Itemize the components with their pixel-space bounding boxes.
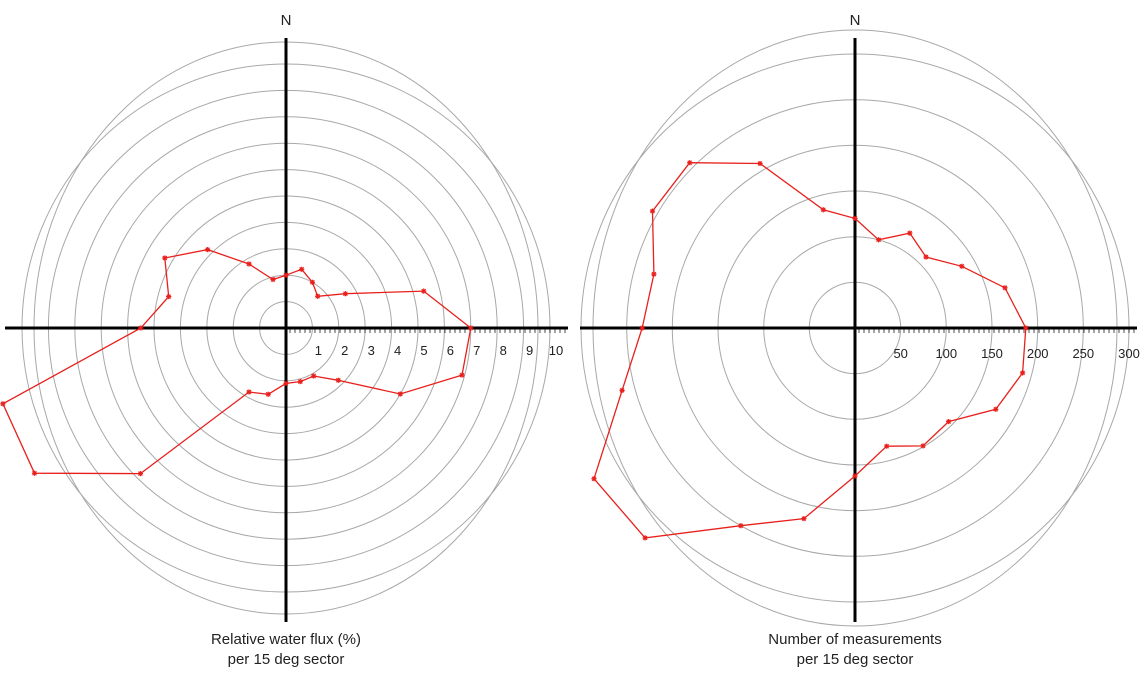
flux-tick-label-9: 9 bbox=[526, 343, 533, 358]
count-data-point-15 bbox=[875, 237, 882, 243]
count-data-point-240 bbox=[591, 476, 597, 482]
flux-data-point-120 bbox=[397, 391, 403, 397]
flux-tick-label-6: 6 bbox=[447, 343, 454, 358]
count-north-label: N bbox=[850, 12, 861, 29]
flux-data-point-330 bbox=[246, 261, 252, 267]
count-data-point-255 bbox=[619, 387, 625, 393]
flux-tick-label-1: 1 bbox=[315, 343, 322, 358]
water-flux-polar-plot: N 1 2 3 4 5 6 7 8 9 10 bbox=[0, 12, 568, 622]
count-data-point-195 bbox=[801, 515, 807, 522]
count-tick-label-300: 300 bbox=[1118, 346, 1140, 361]
flux-data-point-135 bbox=[335, 377, 341, 383]
water-flux-caption-line2: per 15 deg sector bbox=[227, 651, 345, 668]
measurement-count-polar-plot: N 50 100 150 200 250 300 bbox=[580, 12, 1140, 627]
flux-data-point-45 bbox=[315, 293, 321, 299]
count-data-point-330 bbox=[757, 160, 763, 167]
flux-series-line bbox=[2, 248, 472, 475]
count-data-point-30 bbox=[907, 230, 913, 236]
count-data-point-75 bbox=[1002, 285, 1008, 291]
water-flux-caption: Relative water flux (%) per 15 deg secto… bbox=[126, 630, 446, 670]
count-data-point-300 bbox=[649, 208, 656, 214]
flux-data-point-345 bbox=[270, 276, 276, 283]
flux-tick-label-2: 2 bbox=[341, 343, 348, 358]
flux-data-point-30 bbox=[309, 279, 315, 285]
measurement-count-caption-line1: Number of measurements bbox=[768, 631, 942, 648]
count-data-point-45 bbox=[923, 254, 929, 260]
count-tick-label-150: 150 bbox=[981, 346, 1003, 361]
flux-data-point-255 bbox=[0, 401, 6, 407]
flux-tick-label-10: 10 bbox=[549, 343, 563, 358]
flux-tick-label-5: 5 bbox=[420, 343, 427, 358]
flux-tick-label-3: 3 bbox=[368, 343, 375, 358]
flux-data-point-270 bbox=[138, 325, 144, 331]
flux-data-point-0 bbox=[283, 272, 289, 278]
count-data-point-270 bbox=[639, 325, 645, 331]
flux-data-point-75 bbox=[421, 288, 427, 294]
flux-data-point-165 bbox=[297, 379, 303, 385]
flux-tick-label-8: 8 bbox=[500, 343, 507, 358]
flux-data-point-315 bbox=[205, 247, 211, 253]
flux-data-point-240 bbox=[31, 470, 38, 476]
count-data-point-120 bbox=[993, 406, 999, 412]
count-tick-label-100: 100 bbox=[935, 346, 957, 361]
count-data-point-180 bbox=[852, 473, 858, 479]
flux-data-point-285 bbox=[166, 294, 172, 300]
flux-tick-label-7: 7 bbox=[473, 343, 480, 358]
flux-data-point-90 bbox=[468, 325, 474, 331]
count-tick-label-250: 250 bbox=[1072, 346, 1094, 361]
flux-tick-label-4: 4 bbox=[394, 343, 401, 358]
count-data-point-105 bbox=[1019, 370, 1026, 376]
flux-data-point-300 bbox=[162, 255, 168, 261]
flux-data-point-225 bbox=[137, 471, 143, 477]
measurement-count-caption: Number of measurements per 15 deg sector bbox=[695, 630, 1015, 670]
count-tick-label-50: 50 bbox=[893, 346, 907, 361]
measurement-count-caption-line2: per 15 deg sector bbox=[796, 651, 914, 668]
count-data-point-0 bbox=[852, 215, 858, 221]
flux-data-point-105 bbox=[459, 372, 465, 378]
flux-data-point-150 bbox=[311, 373, 317, 379]
count-data-point-285 bbox=[651, 271, 657, 277]
flux-data-point-210 bbox=[246, 389, 252, 395]
count-data-point-210 bbox=[738, 523, 744, 529]
count-data-point-165 bbox=[884, 443, 890, 449]
count-data-point-135 bbox=[945, 419, 952, 425]
water-flux-caption-line1: Relative water flux (%) bbox=[210, 631, 362, 648]
count-data-point-90 bbox=[1023, 325, 1029, 331]
flux-data-point-60 bbox=[342, 291, 348, 297]
count-data-point-150 bbox=[920, 443, 926, 449]
count-series-line bbox=[593, 162, 1027, 539]
count-tick-label-200: 200 bbox=[1027, 346, 1049, 361]
count-data-point-315 bbox=[687, 160, 693, 166]
count-data-point-345 bbox=[820, 207, 826, 213]
flux-data-point-180 bbox=[283, 380, 289, 386]
flux-data-point-15 bbox=[299, 266, 305, 272]
flux-north-label: N bbox=[281, 12, 292, 29]
flux-data-point-195 bbox=[265, 391, 271, 397]
count-data-point-225 bbox=[642, 535, 648, 541]
count-data-point-60 bbox=[959, 263, 965, 269]
